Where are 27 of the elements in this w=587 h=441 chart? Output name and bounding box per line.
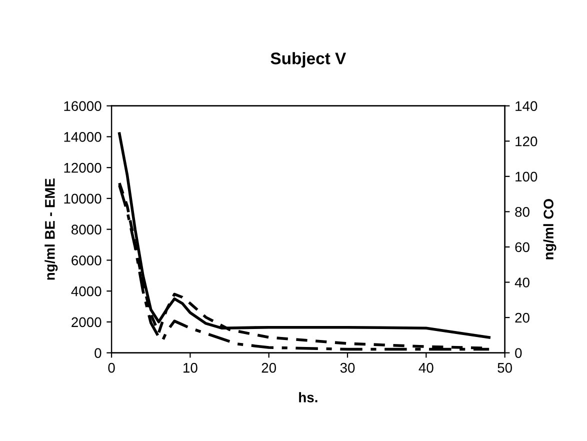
y-tick-label: 0 [94, 348, 102, 358]
y-tick-label: 8000 [72, 224, 102, 234]
y-tick-label: 4000 [71, 286, 102, 296]
y-tick-label: 12000 [64, 162, 102, 173]
x-tick-label: 20 [262, 362, 276, 373]
y2-tick-label: 60 [515, 242, 530, 252]
x-tick-label: 10 [184, 362, 198, 373]
y2-axis-title: ng/ml CO [543, 199, 556, 260]
y2-tick-label: 20 [515, 312, 530, 323]
y2-tick-label: 0 [515, 348, 522, 358]
y-tick-label: 6000 [72, 256, 102, 266]
y2-tick-label: 140 [516, 101, 538, 112]
chart-title: Subject V [270, 52, 346, 68]
y-tick-label: 16000 [64, 101, 102, 112]
y-tick-label: 14000 [64, 132, 102, 142]
x-tick-label: 0 [108, 362, 115, 373]
x-tick-label: 30 [340, 362, 355, 373]
x-tick-label: 50 [498, 362, 512, 373]
y2-tick-label: 80 [515, 207, 530, 217]
y2-tick-label: 100 [516, 172, 538, 182]
y2-tick-label: 40 [514, 278, 530, 288]
x-tick-label: 40 [418, 362, 434, 373]
y-tick-label: 10000 [64, 194, 102, 204]
y2-tick-label: 120 [516, 136, 538, 146]
y-axis-title: ng/ml BE - EME [44, 178, 58, 280]
x-axis-title: hs. [299, 392, 318, 402]
y-tick-label: 2000 [72, 317, 102, 328]
